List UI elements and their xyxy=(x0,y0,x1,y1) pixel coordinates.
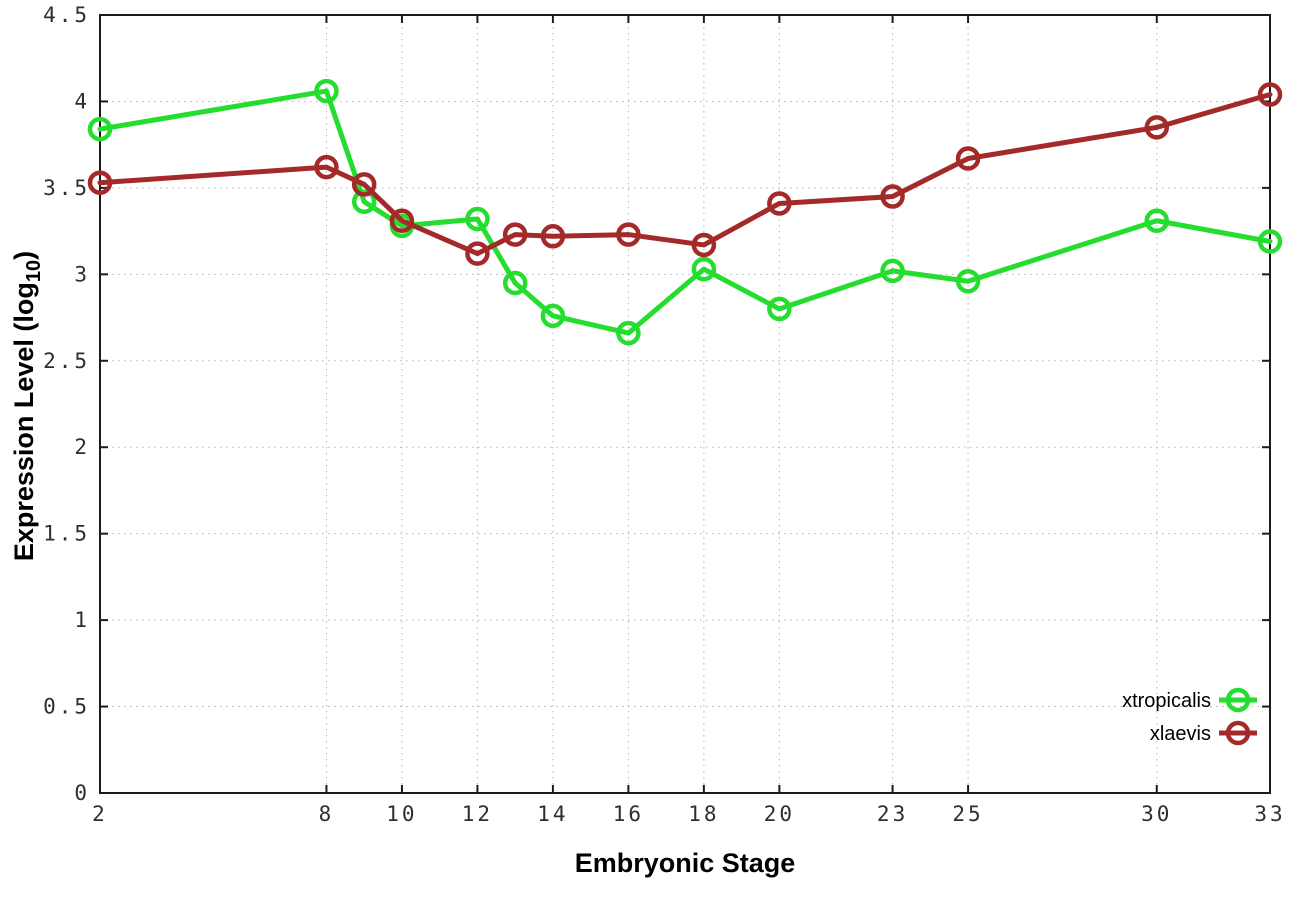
y-tick-label: 4.5 xyxy=(43,3,90,27)
legend-label-xlaevis: xlaevis xyxy=(1150,723,1211,745)
x-tick-label: 8 xyxy=(319,802,335,826)
x-axis-title: Embryonic Stage xyxy=(575,848,796,878)
data-point-xtropicalis xyxy=(955,268,981,294)
data-point-xtropicalis xyxy=(880,258,905,284)
x-tick-label: 30 xyxy=(1141,802,1172,826)
data-point-xlaevis xyxy=(1144,115,1170,140)
data-point-xtropicalis xyxy=(502,270,528,296)
data-point-xlaevis xyxy=(691,232,717,258)
x-tick-label: 25 xyxy=(952,802,983,826)
data-point-xlaevis xyxy=(314,154,339,180)
y-tick-label: 3.5 xyxy=(43,176,90,200)
data-point-xtropicalis xyxy=(351,189,377,214)
y-tick-label: 1 xyxy=(74,608,90,632)
y-tick-label: 2.5 xyxy=(43,349,90,373)
y-axis-title-main: Expression Level (log xyxy=(9,282,39,561)
data-point-xlaevis xyxy=(87,170,113,195)
data-point-xlaevis xyxy=(880,184,905,209)
data-point-xtropicalis xyxy=(767,296,792,322)
y-axis-title: Expression Level (log10) xyxy=(9,251,45,561)
y-tick-label: 2 xyxy=(74,435,90,459)
axes-layer: 0 0.5 1 1.5 2 2.5 3 3.5 4 4.5 2 8 10 12 14 16 18 20 23 25 30… xyxy=(43,3,1285,826)
x-tick-label: 16 xyxy=(613,802,644,826)
grid-layer xyxy=(100,15,1270,793)
data-point-xtropicalis xyxy=(465,206,490,232)
data-point-xlaevis xyxy=(351,172,377,197)
x-tick-label: 14 xyxy=(537,802,568,826)
data-point-xlaevis xyxy=(955,146,981,171)
x-tick-label: 20 xyxy=(764,802,795,826)
y-tick-label: 0.5 xyxy=(43,695,90,719)
legend: xtropicalis xlaevis xyxy=(1122,687,1257,746)
legend-sample-marker-xlaevis xyxy=(1225,720,1251,746)
y-tick-label: 3 xyxy=(74,262,90,286)
data-point-xlaevis xyxy=(465,241,490,266)
legend-sample-marker-xtropicalis xyxy=(1225,687,1251,713)
data-point-xlaevis xyxy=(1257,82,1283,107)
series-layer xyxy=(87,78,1283,346)
data-point-xlaevis xyxy=(767,191,792,216)
x-tick-label: 12 xyxy=(462,802,493,826)
x-tick-label: 10 xyxy=(386,802,417,826)
plot-border xyxy=(99,14,1271,794)
y-tick-label: 1.5 xyxy=(43,522,90,546)
y-tick-label: 0 xyxy=(74,781,90,805)
data-point-xlaevis xyxy=(616,222,641,247)
data-point-xtropicalis xyxy=(1257,229,1283,254)
data-point-xlaevis xyxy=(389,208,415,233)
data-point-xtropicalis xyxy=(691,256,717,282)
series-line-xtropicalis xyxy=(97,88,1273,336)
data-point-xlaevis xyxy=(540,224,566,249)
y-axis-title-close: ) xyxy=(9,251,39,260)
series-line-xlaevis xyxy=(97,92,1273,257)
y-tick-label: 4 xyxy=(74,89,90,113)
legend-label-xtropicalis: xtropicalis xyxy=(1122,690,1211,712)
data-point-xlaevis xyxy=(502,222,528,247)
data-point-xtropicalis xyxy=(1144,208,1170,233)
x-tick-label: 2 xyxy=(92,802,108,826)
x-tick-label: 33 xyxy=(1254,802,1285,826)
data-point-xtropicalis xyxy=(540,303,566,329)
y-axis-title-subscript: 10 xyxy=(23,260,45,282)
data-point-xtropicalis xyxy=(616,320,641,346)
x-tick-label: 23 xyxy=(877,802,908,826)
data-point-xtropicalis xyxy=(314,78,339,104)
x-tick-label: 18 xyxy=(688,802,719,826)
data-point-xtropicalis xyxy=(87,116,113,142)
